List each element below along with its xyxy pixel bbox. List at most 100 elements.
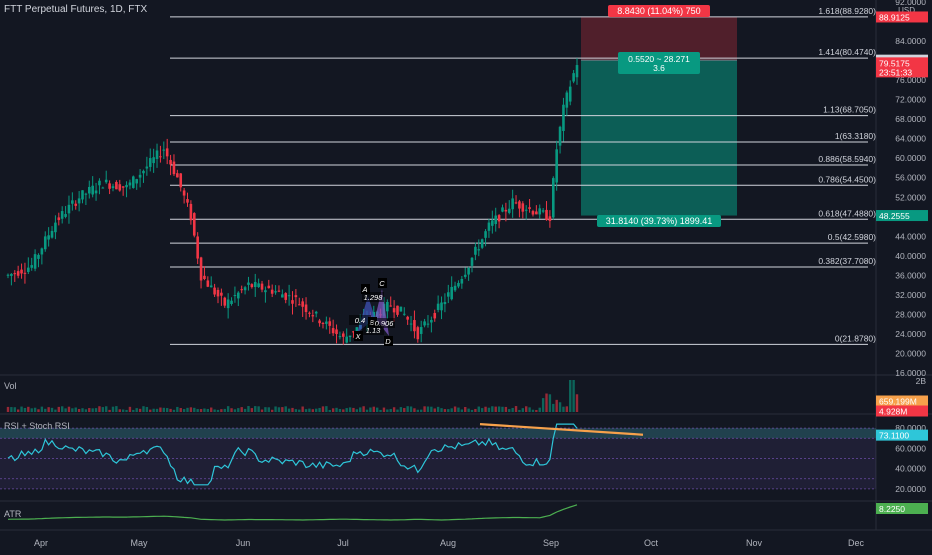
time-axis-label: Jul [337, 538, 349, 548]
candle-body [220, 292, 223, 296]
candle [94, 182, 98, 201]
candle [209, 276, 213, 288]
position-ratio-value: 3.6 [653, 63, 665, 73]
volume-bar [399, 407, 403, 412]
candle-body [209, 285, 213, 288]
volume-bar [467, 408, 470, 412]
candle [111, 183, 115, 192]
volume-bar [552, 403, 555, 412]
candle [216, 287, 220, 304]
candle-body [402, 313, 406, 315]
candle-body [484, 231, 487, 238]
volume-bar [128, 406, 132, 412]
candle [199, 256, 203, 289]
candle [148, 148, 152, 172]
volume-bar [372, 406, 375, 412]
volume-bar [328, 409, 331, 412]
volume-bar [132, 409, 135, 412]
candle-body [203, 275, 206, 280]
candle-body [189, 203, 193, 221]
volume-bar [13, 407, 16, 412]
candle-body [267, 285, 271, 289]
candle [487, 218, 491, 238]
candle [386, 299, 389, 320]
volume-bar [342, 409, 345, 412]
volume-bar [64, 408, 67, 412]
candle-body [538, 208, 542, 215]
volume-bar [71, 408, 74, 412]
volume-bar [260, 409, 264, 412]
price-axis-tick: 68.0000 [895, 114, 926, 124]
candle-body [27, 267, 30, 272]
candle-body [413, 320, 416, 332]
candle [467, 266, 470, 281]
price-tag: 88.9125 [879, 12, 910, 22]
time-axis-label: May [130, 538, 148, 548]
candle-body [335, 329, 338, 335]
candle-body [74, 203, 78, 206]
rsi-pane-label[interactable]: RSI + Stoch RSI [4, 421, 70, 431]
volume-bar [277, 407, 281, 412]
volume-bar [233, 409, 237, 412]
candle-body [91, 185, 94, 195]
atr-pane-label[interactable]: ATR [4, 509, 22, 519]
fib-level-label: 0.618(47.4880) [818, 208, 876, 218]
candle-body [81, 190, 84, 200]
volume-bar [250, 408, 254, 412]
price-axis-tick: 16.0000 [895, 368, 926, 378]
volume-bar [226, 406, 230, 412]
candle-body [457, 282, 460, 287]
candle [331, 319, 335, 336]
volume-bar [118, 409, 121, 412]
candle-body [40, 248, 44, 255]
candle-body [325, 321, 328, 324]
candle-body [155, 150, 159, 159]
volume-bar [247, 406, 250, 412]
pattern-point-label: C [379, 279, 385, 288]
position-ratio-label: 0.5520 ~ 28.271 [628, 54, 690, 64]
symbol-title[interactable]: FTT Perpetual Futures, 1D, FTX [4, 4, 148, 15]
candle-body [524, 209, 528, 211]
volume-bar [484, 406, 487, 412]
fib-level-label: 0.5(42.5980) [828, 232, 876, 242]
candle [84, 192, 88, 205]
price-axis-currency: USD [898, 6, 915, 15]
candle [297, 297, 301, 306]
volume-bar [392, 407, 396, 412]
volume-pane-label[interactable]: Vol [4, 381, 17, 391]
candle [40, 247, 44, 265]
candle-body [145, 166, 149, 169]
volume-bar [254, 406, 257, 412]
candle-body [392, 308, 396, 313]
candle [237, 291, 240, 307]
volume-bar [518, 409, 521, 412]
candle [287, 284, 291, 306]
pattern-point-label: X [354, 332, 361, 341]
price-axis-tick: 32.0000 [895, 290, 926, 300]
candle [538, 204, 542, 219]
candle-body [535, 211, 538, 215]
candle-body [253, 282, 257, 288]
candle [135, 178, 139, 190]
candle-body [165, 148, 169, 157]
candle [291, 291, 294, 315]
candle-body [94, 190, 98, 194]
candle-body [233, 295, 237, 297]
candle [281, 289, 284, 298]
candle-body [84, 193, 88, 195]
candle-body [304, 304, 308, 313]
volume-bar [240, 407, 243, 412]
candle [104, 170, 108, 184]
candle [497, 214, 501, 229]
volume-bar [521, 408, 525, 412]
candle [338, 331, 342, 340]
volume-bar [311, 409, 315, 412]
time-axis-label: Nov [746, 538, 763, 548]
candle [284, 292, 288, 304]
pattern-ratio-label: 0.906 [375, 319, 395, 328]
volume-bar [169, 408, 172, 412]
candle [33, 249, 37, 272]
candle [27, 257, 30, 275]
